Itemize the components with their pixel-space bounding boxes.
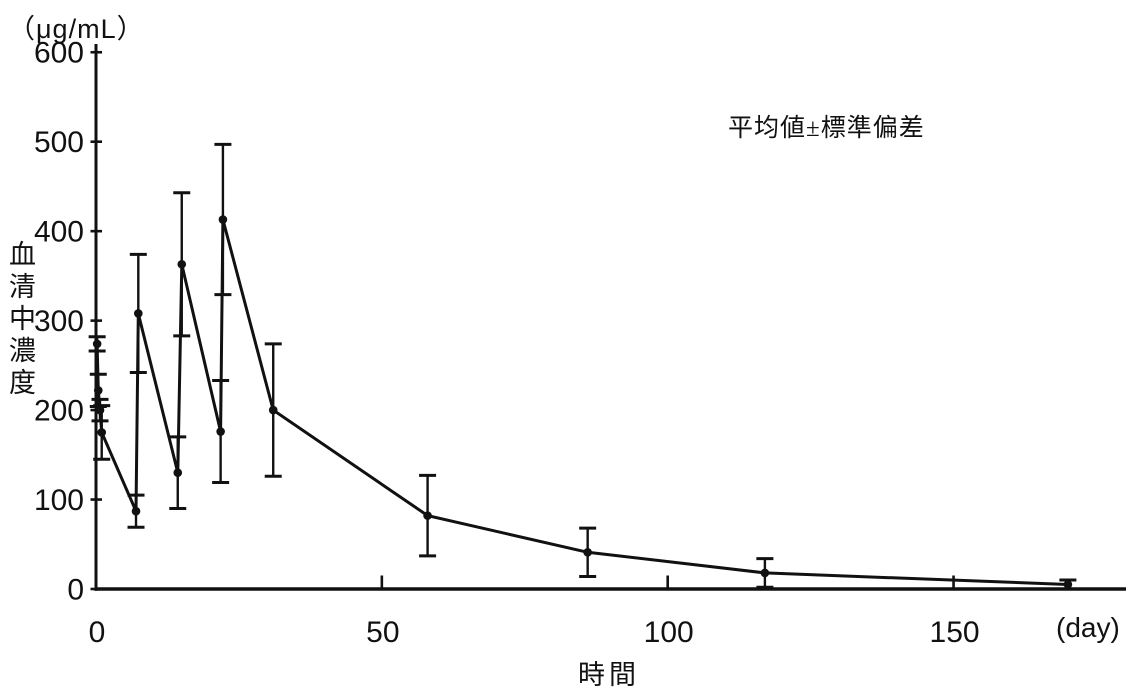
series-line bbox=[95, 219, 1068, 586]
y-tick-label: 400 bbox=[34, 216, 84, 249]
data-point-markers bbox=[92, 215, 1073, 589]
axis-ticks bbox=[90, 50, 955, 591]
series-polyline bbox=[95, 219, 1068, 586]
x-tick-label: 50 bbox=[366, 616, 399, 649]
data-point-marker bbox=[93, 386, 103, 395]
data-point-marker bbox=[1063, 580, 1073, 589]
data-point-marker bbox=[216, 427, 225, 436]
data-point-marker bbox=[95, 405, 105, 415]
data-point-marker bbox=[760, 568, 770, 578]
data-point-marker bbox=[423, 511, 432, 520]
data-point-marker bbox=[134, 309, 143, 318]
data-point-marker bbox=[92, 339, 102, 349]
y-tick-label: 200 bbox=[34, 395, 84, 428]
x-tick-label: 150 bbox=[930, 616, 980, 649]
data-point-marker bbox=[268, 405, 278, 415]
data-point-marker bbox=[177, 259, 187, 269]
y-tick-label: 600 bbox=[34, 37, 84, 70]
data-point-marker bbox=[173, 468, 183, 478]
data-point-marker bbox=[218, 215, 228, 224]
x-axis-unit-label: (day) bbox=[1056, 612, 1120, 643]
data-point-marker bbox=[97, 428, 107, 437]
data-point-marker bbox=[131, 506, 141, 516]
y-tick-label: 300 bbox=[34, 305, 84, 338]
x-tick-label: 0 bbox=[89, 616, 106, 649]
data-point-marker bbox=[583, 548, 592, 557]
x-tick-label: 100 bbox=[644, 616, 694, 649]
axis-tick-labels: 600 500 400 300 200 100 00 50 100 150 bbox=[34, 37, 980, 649]
y-axis-unit-label: （μg/mL） bbox=[8, 14, 145, 44]
y-tick-label: 0 bbox=[67, 574, 84, 607]
y-tick-label: 500 bbox=[34, 126, 84, 159]
y-tick-label: 100 bbox=[34, 484, 84, 517]
error-bars bbox=[88, 142, 1077, 591]
y-axis-title: 血清中濃度 bbox=[5, 240, 35, 400]
x-axis-title: 時間 bbox=[578, 660, 640, 690]
mean-sd-annotation: 平均値±標準偏差 bbox=[728, 115, 925, 142]
